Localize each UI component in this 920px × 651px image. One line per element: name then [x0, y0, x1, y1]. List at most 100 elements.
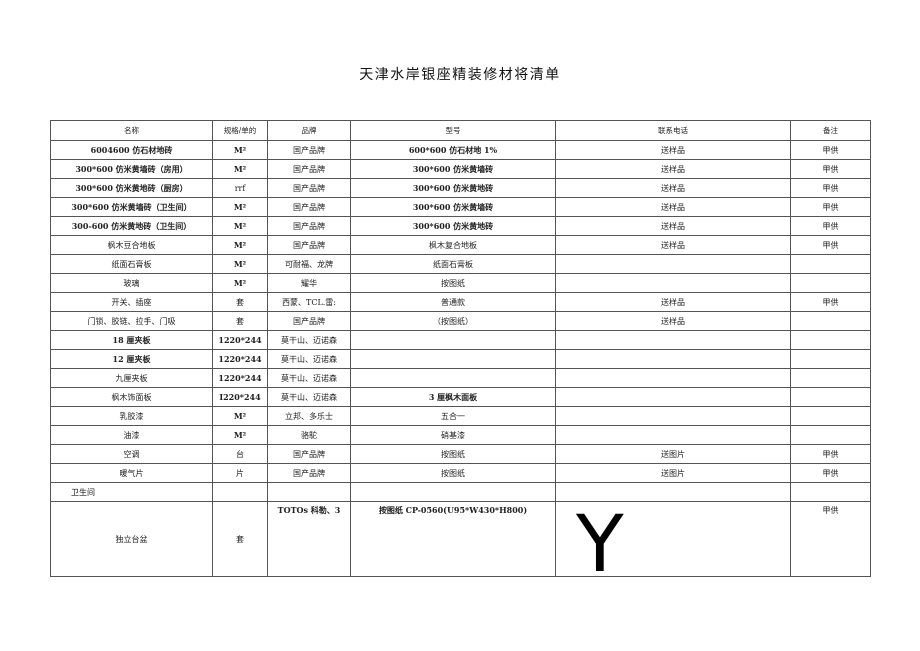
table-row: 300*600 仿米黄墙砖（房用） M² 国产品牌 300*600 仿米黄墙砖 送样品甲…	[50, 159, 871, 179]
table-header-row: 名称 规格/单的 品牌 型号 联系电话 备注	[50, 120, 871, 141]
item-model: 五合一	[350, 406, 556, 426]
item-note	[790, 273, 871, 293]
item-spec: M²	[212, 425, 268, 445]
table-row: 12 厘夹板 1220*244 莫干山、迈诺森	[50, 349, 871, 369]
item-model: 硝基漆	[350, 425, 556, 445]
section-row: 卫生间	[50, 482, 871, 502]
table-row: 300-600 仿米黄地砖（卫生间） M² 国产品牌 300*600 仿米黄地砖 送样品…	[50, 216, 871, 236]
item-model: 普通款	[350, 292, 556, 312]
item-model: （按图纸）	[350, 311, 556, 331]
item-contact: 送图片	[555, 444, 791, 464]
table-row: 九厘夹板 1220*244 莫干山、迈诺森	[50, 368, 871, 388]
item-contact-text: Y	[576, 501, 624, 577]
item-contact: 送样品	[555, 216, 791, 236]
item-note	[790, 368, 871, 388]
item-brand: 耀华	[267, 273, 351, 293]
item-model: 3 厘枫木面板	[350, 387, 556, 407]
item-note	[790, 349, 871, 369]
materials-table: 名称 规格/单的 品牌 型号 联系电话 备注 6004600 仿石材地砖 M² 国产…	[50, 120, 871, 577]
item-contact: 送样品	[555, 235, 791, 255]
item-model: 300*600 仿米黄地砖	[350, 178, 556, 198]
empty-cell	[212, 482, 268, 502]
item-name: 枫木豆合地板	[50, 235, 213, 255]
item-name: 300*600 仿米黄地砖（厨房）	[50, 178, 213, 198]
item-spec: 1220*244	[212, 349, 268, 369]
item-name: 纸面石膏板	[50, 254, 213, 274]
item-spec: M²	[212, 254, 268, 274]
item-name: 玻璃	[50, 273, 213, 293]
item-spec: M²	[212, 197, 268, 217]
item-brand: 西蒙、TCL.雷:	[267, 292, 351, 312]
item-contact: 送样品	[555, 178, 791, 198]
item-name: 独立台盆	[50, 501, 213, 577]
item-brand: 国产品牌	[267, 444, 351, 464]
table-row: 开关、插座套西蒙、TCL.雷: 普通款 送样品 甲供	[50, 292, 871, 312]
item-name: 乳胶漆	[50, 406, 213, 426]
item-spec: 套	[212, 292, 268, 312]
item-contact	[555, 330, 791, 350]
empty-cell	[790, 482, 871, 502]
item-spec: 套	[212, 311, 268, 331]
item-model	[350, 349, 556, 369]
table-row: 300*600 仿米黄地砖（厨房） rrf 国产品牌 300*600 仿米黄地砖 送样品…	[50, 178, 871, 198]
item-brand: 国产品牌	[267, 140, 351, 160]
item-name: 空调	[50, 444, 213, 464]
item-brand: 国产品牌	[267, 311, 351, 331]
item-contact	[555, 368, 791, 388]
item-spec: I220*244	[212, 387, 268, 407]
item-brand: 国产品牌	[267, 197, 351, 217]
item-contact: 送图片	[555, 463, 791, 483]
item-name: 油漆	[50, 425, 213, 445]
header-model: 型号	[350, 120, 556, 141]
item-brand: 国产品牌	[267, 216, 351, 236]
item-brand: 立邦、多乐士	[267, 406, 351, 426]
item-model: 按图纸 CP-0560(U95*W430*H800)	[350, 501, 556, 577]
item-spec: 1220*244	[212, 368, 268, 388]
item-contact: 送样品	[555, 197, 791, 217]
item-name: 300-600 仿米黄地砖（卫生间）	[50, 216, 213, 236]
item-name: 暖气片	[50, 463, 213, 483]
item-spec: M²	[212, 406, 268, 426]
item-contact	[555, 406, 791, 426]
header-spec: 规格/单的	[212, 120, 268, 141]
item-brand: 国产品牌	[267, 159, 351, 179]
item-note: 甲供	[790, 216, 871, 236]
table-row: 纸面石膏板 M² 可耐福、龙牌 纸面石膏板	[50, 254, 871, 274]
item-spec: M²	[212, 216, 268, 236]
item-name: 开关、插座	[50, 292, 213, 312]
item-note: 甲供	[790, 501, 871, 577]
table-row: 18 厘夹板 1220*244 莫干山、迈诺森	[50, 330, 871, 350]
table-row: 独立台盆套 TOTOs 科勒、3 按图纸 CP-0560(U95*W430*H800…	[50, 501, 871, 577]
item-note: 甲供	[790, 444, 871, 464]
item-model: 300*600 仿米黄墙砖	[350, 159, 556, 179]
table-row: 乳胶漆 M² 立邦、多乐士 五合一	[50, 406, 871, 426]
item-contact	[555, 387, 791, 407]
item-name: 300*600 仿米黄墙砖（房用）	[50, 159, 213, 179]
header-name: 名称	[50, 120, 213, 141]
item-spec: 1220*244	[212, 330, 268, 350]
table-row: 玻璃 M² 耀华 按图纸	[50, 273, 871, 293]
item-name: 门锁、胶链、拉手、门吸	[50, 311, 213, 331]
item-note: 甲供	[790, 178, 871, 198]
page-title: 天津水岸银座精装修材将清单	[359, 67, 561, 83]
table-row: 油漆 M² 骆駝 硝基漆	[50, 425, 871, 445]
item-brand: 骆駝	[267, 425, 351, 445]
item-note	[790, 311, 871, 331]
item-brand: 国产品牌	[267, 178, 351, 198]
item-note	[790, 406, 871, 426]
item-model: 纸面石膏板	[350, 254, 556, 274]
item-note: 甲供	[790, 292, 871, 312]
table-row: 暖气片片国产品牌 按图纸 送图片 甲供	[50, 463, 871, 483]
item-spec: 片	[212, 463, 268, 483]
item-contact: 送样品	[555, 140, 791, 160]
item-note	[790, 387, 871, 407]
item-spec: M²	[212, 159, 268, 179]
item-contact	[555, 254, 791, 274]
item-contact: 送样品	[555, 292, 791, 312]
item-name: 12 厘夹板	[50, 349, 213, 369]
item-spec: M²	[212, 273, 268, 293]
header-note: 备注	[790, 120, 871, 141]
item-note	[790, 330, 871, 350]
item-brand: 莫干山、迈诺森	[267, 387, 351, 407]
item-note: 甲供	[790, 140, 871, 160]
